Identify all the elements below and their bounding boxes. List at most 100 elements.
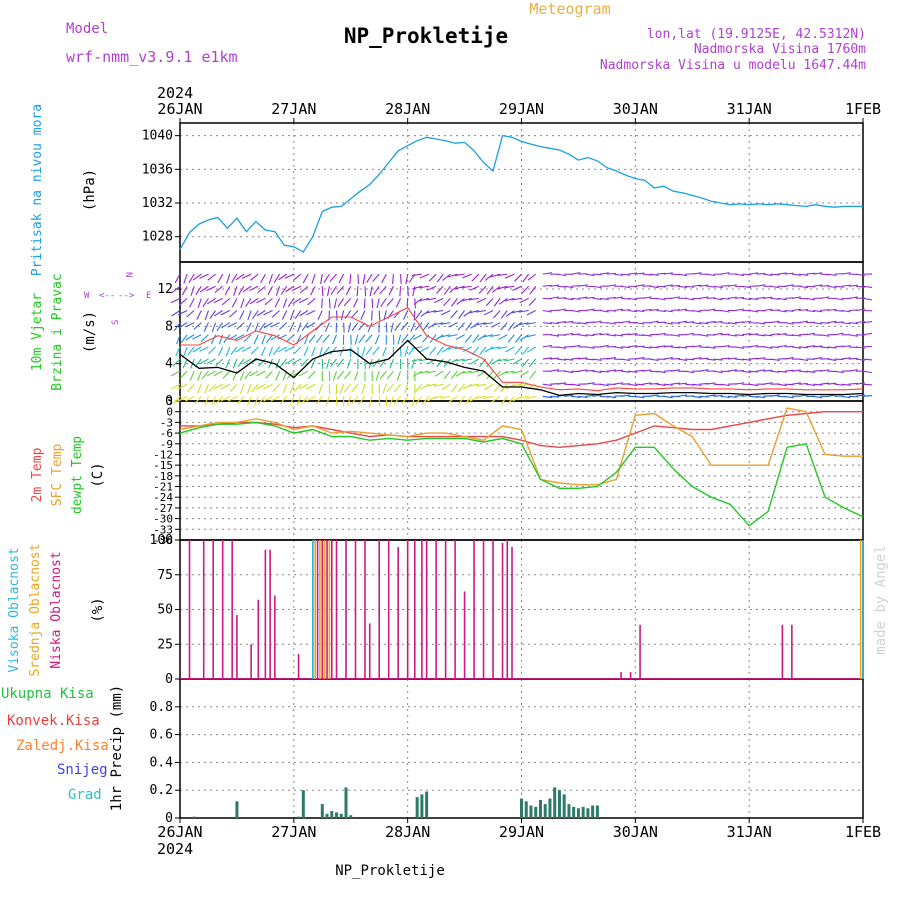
wind-barb [813, 383, 823, 386]
wind-barb [592, 394, 602, 397]
wind-barb [221, 297, 231, 306]
y-tick-label: 3 [166, 395, 173, 408]
wind-barb [380, 298, 387, 307]
wind-barb [491, 358, 501, 365]
wind-barb [389, 358, 394, 369]
wind-barb [440, 322, 451, 325]
wind-barb [426, 285, 437, 291]
wind-barb [756, 334, 766, 337]
wind-barb [770, 273, 780, 276]
wind-barb [542, 322, 552, 325]
wind-barb [465, 322, 473, 331]
wind-barb [862, 321, 873, 324]
wind-barb [196, 310, 202, 320]
wind-barb [642, 308, 652, 312]
wind-barb [557, 358, 567, 361]
wind-barb [484, 273, 494, 281]
wind-barb [727, 395, 737, 398]
wind-barb [542, 344, 552, 348]
wind-barb [246, 384, 252, 394]
wind-barb [471, 346, 480, 355]
wind-barb [649, 308, 659, 312]
wind-barb [414, 322, 423, 331]
wind-barb [720, 322, 730, 325]
wind-barb [564, 297, 574, 301]
wind-barb [349, 274, 352, 285]
wind-barb [273, 273, 281, 283]
wind-barb [749, 333, 759, 336]
wind-barb [542, 284, 552, 287]
y-tick-label: 0.4 [150, 755, 174, 770]
time-label-bottom: 28JAN [385, 823, 430, 841]
wind-barb [571, 309, 581, 313]
wind-barb [521, 285, 530, 294]
wind-barb [770, 394, 780, 397]
wind-barb [268, 358, 273, 369]
wind-barb [834, 321, 844, 324]
wind-barb [621, 320, 631, 324]
wind-barb [318, 384, 323, 394]
wind-barb [514, 334, 522, 343]
wind-barb [433, 297, 444, 304]
precip-bar [520, 798, 523, 818]
wind-barb [322, 334, 330, 343]
wind-barb [791, 334, 801, 337]
wind-barb [367, 322, 373, 333]
wind-barb [291, 285, 302, 292]
wind-barb [526, 346, 537, 353]
wind-barb [505, 346, 515, 353]
wind-barb [243, 334, 252, 343]
wind-barb [649, 320, 659, 324]
wind-barb [692, 357, 702, 360]
wind-barb [220, 383, 231, 390]
cloud-side-label-2: Srednja Oblacnost [28, 543, 43, 676]
wind-barb [784, 309, 794, 312]
wind-barb [375, 370, 380, 381]
wind-barb [275, 286, 281, 296]
wind-barb [855, 346, 865, 349]
wind-barb [253, 334, 259, 345]
wind-barb [649, 382, 659, 385]
wind-barb [498, 370, 508, 377]
wind-barb [500, 383, 508, 393]
y-tick-label: 0.8 [150, 700, 173, 715]
wind-barb [213, 310, 223, 317]
wind-barb [504, 273, 515, 279]
wind-barb [461, 358, 472, 362]
wind-barb [311, 273, 316, 284]
wind-barb [476, 322, 487, 326]
wind-barb [628, 345, 638, 348]
wind-barb [235, 273, 245, 281]
wind-barb [549, 284, 560, 287]
wind-barb [410, 322, 416, 333]
wind-barb [365, 334, 373, 343]
wind-barb [199, 273, 209, 279]
wind-barb [549, 322, 560, 325]
wind-barb [179, 370, 188, 379]
precip-bar [325, 813, 329, 818]
wind-barb [720, 272, 730, 275]
wind-barb [606, 272, 616, 275]
wind-barb [343, 298, 352, 307]
wind-barb [663, 272, 673, 275]
wind-barb [455, 334, 465, 340]
wind-barb [578, 296, 588, 299]
wind-barb [756, 322, 766, 325]
wind-barb [848, 382, 858, 385]
wind-barb [306, 395, 316, 402]
svg-text:S: S [111, 320, 121, 325]
wind-barb [763, 273, 773, 276]
wind-barb [462, 273, 472, 279]
wind-barb [404, 384, 409, 394]
wind-barb [406, 298, 409, 309]
wind-barb [433, 322, 444, 326]
wind-barb [199, 285, 209, 293]
wind-barb [585, 346, 595, 349]
wind-barb [178, 395, 188, 402]
precip-bar [572, 806, 576, 818]
y-tick-label: -3 [160, 416, 173, 429]
wind-barb [302, 273, 309, 284]
wind-barb [206, 285, 216, 292]
wind-barb [208, 346, 216, 355]
wind-barb [621, 309, 631, 312]
